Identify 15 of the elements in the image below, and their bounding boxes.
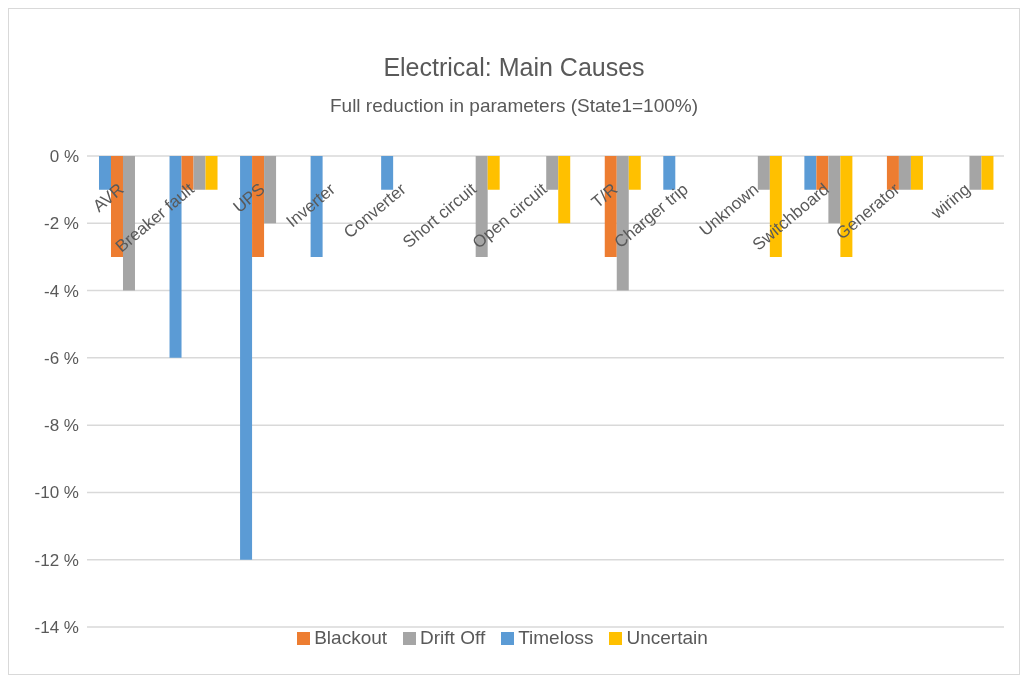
y-tick-label: -4 % xyxy=(44,281,79,301)
legend-label: Timeloss xyxy=(518,627,594,648)
y-tick-label: -8 % xyxy=(44,416,79,436)
y-tick-label: -6 % xyxy=(44,348,79,368)
chart-title: Electrical: Main Causes xyxy=(382,53,646,82)
y-tick-label: -2 % xyxy=(44,214,79,234)
y-tick-label: -12 % xyxy=(34,550,79,570)
y-tick-label: -14 % xyxy=(34,618,79,638)
y-tick-label: -10 % xyxy=(34,483,79,503)
chart-subtitle: Full reduction in parameters (State1=100%) xyxy=(328,95,700,117)
legend-label: Blackout xyxy=(314,627,388,648)
y-tick-label: 0 % xyxy=(49,147,79,167)
legend-label: Uncertain xyxy=(626,627,708,648)
x-tick-label: UPS xyxy=(229,179,269,217)
legend-label: Drift Off xyxy=(420,627,486,648)
